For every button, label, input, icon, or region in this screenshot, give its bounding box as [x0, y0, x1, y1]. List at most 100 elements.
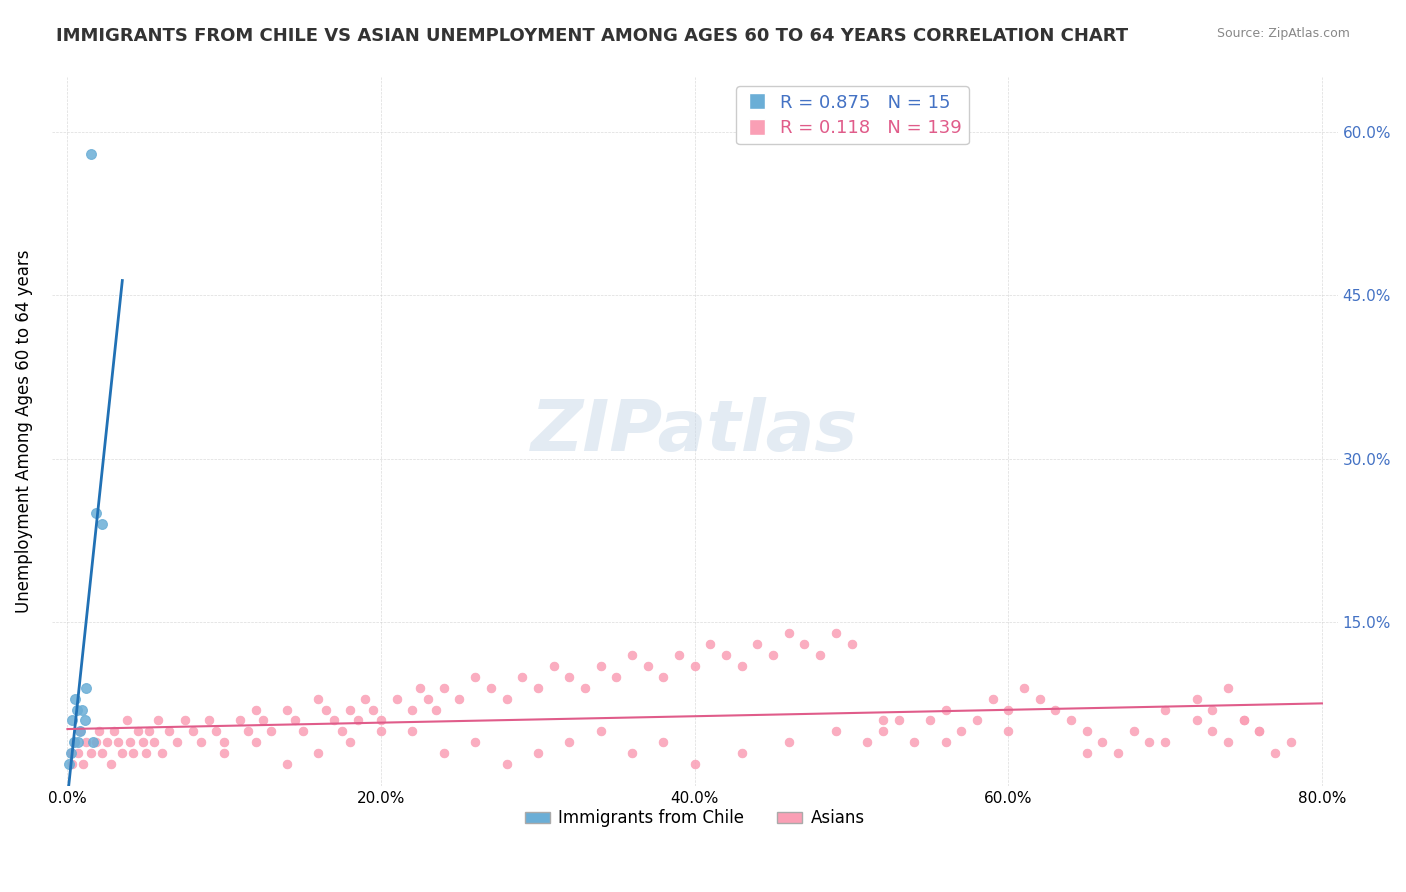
Point: [245, 702, 267, 716]
Point: [361, 702, 384, 716]
Point: [981, 691, 1004, 706]
Point: [80, 746, 103, 760]
Point: [652, 670, 675, 684]
Point: [1012, 681, 1035, 695]
Point: [67, 746, 90, 760]
Point: [135, 746, 157, 760]
Point: [197, 714, 219, 728]
Point: [1185, 691, 1208, 706]
Point: [138, 724, 160, 739]
Point: [245, 735, 267, 749]
Point: [370, 724, 392, 739]
Point: [495, 691, 517, 706]
Point: [1045, 702, 1067, 716]
Point: [747, 637, 769, 651]
Point: [824, 626, 846, 640]
Point: [793, 637, 815, 651]
Point: [70, 702, 93, 716]
Point: [190, 735, 212, 749]
Point: [236, 724, 259, 739]
Point: [425, 702, 447, 716]
Point: [96, 735, 118, 749]
Point: [1232, 714, 1254, 728]
Point: [127, 724, 149, 739]
Point: [65, 735, 87, 749]
Point: [918, 714, 941, 728]
Point: [323, 714, 346, 728]
Point: [212, 746, 235, 760]
Point: [107, 735, 129, 749]
Point: [699, 637, 721, 651]
Point: [543, 659, 565, 673]
Text: Source: ZipAtlas.com: Source: ZipAtlas.com: [1216, 27, 1350, 40]
Point: [935, 702, 957, 716]
Point: [315, 702, 337, 716]
Point: [409, 681, 432, 695]
Point: [60, 714, 83, 728]
Point: [354, 691, 377, 706]
Point: [479, 681, 502, 695]
Point: [150, 746, 173, 760]
Point: [80, 146, 103, 161]
Point: [370, 714, 392, 728]
Point: [762, 648, 785, 662]
Point: [1185, 714, 1208, 728]
Point: [668, 648, 690, 662]
Point: [714, 648, 737, 662]
Point: [1060, 714, 1083, 728]
Text: IMMIGRANTS FROM CHILE VS ASIAN UNEMPLOYMENT AMONG AGES 60 TO 64 YEARS CORRELATIO: IMMIGRANTS FROM CHILE VS ASIAN UNEMPLOYM…: [56, 27, 1129, 45]
Point: [60, 756, 83, 771]
Point: [346, 714, 368, 728]
Point: [1249, 724, 1271, 739]
Point: [69, 724, 91, 739]
Point: [72, 756, 94, 771]
Point: [683, 756, 706, 771]
Point: [90, 746, 112, 760]
Point: [62, 735, 84, 749]
Point: [339, 702, 361, 716]
Point: [66, 702, 89, 716]
Point: [416, 691, 439, 706]
Point: [229, 714, 252, 728]
Point: [824, 724, 846, 739]
Point: [433, 681, 456, 695]
Point: [65, 691, 87, 706]
Point: [276, 756, 298, 771]
Point: [90, 517, 112, 532]
Point: [103, 724, 125, 739]
Point: [284, 714, 307, 728]
Point: [84, 506, 107, 520]
Point: [464, 670, 486, 684]
Point: [174, 714, 197, 728]
Point: [205, 724, 228, 739]
Point: [212, 735, 235, 749]
Point: [252, 714, 274, 728]
Point: [1201, 724, 1223, 739]
Point: [510, 670, 533, 684]
Point: [808, 648, 831, 662]
Point: [558, 735, 581, 749]
Point: [84, 735, 107, 749]
Point: [1154, 735, 1177, 749]
Point: [1264, 746, 1286, 760]
Point: [276, 702, 298, 716]
Point: [1249, 724, 1271, 739]
Point: [82, 735, 104, 749]
Point: [291, 724, 314, 739]
Point: [181, 724, 204, 739]
Point: [605, 670, 627, 684]
Point: [589, 724, 612, 739]
Point: [966, 714, 988, 728]
Point: [841, 637, 863, 651]
Point: [778, 735, 800, 749]
Point: [527, 746, 550, 760]
Point: [1139, 735, 1161, 749]
Point: [527, 681, 550, 695]
Point: [111, 746, 134, 760]
Point: [1076, 746, 1098, 760]
Point: [872, 714, 894, 728]
Point: [1232, 714, 1254, 728]
Point: [87, 724, 110, 739]
Point: [1216, 735, 1239, 749]
Point: [131, 735, 153, 749]
